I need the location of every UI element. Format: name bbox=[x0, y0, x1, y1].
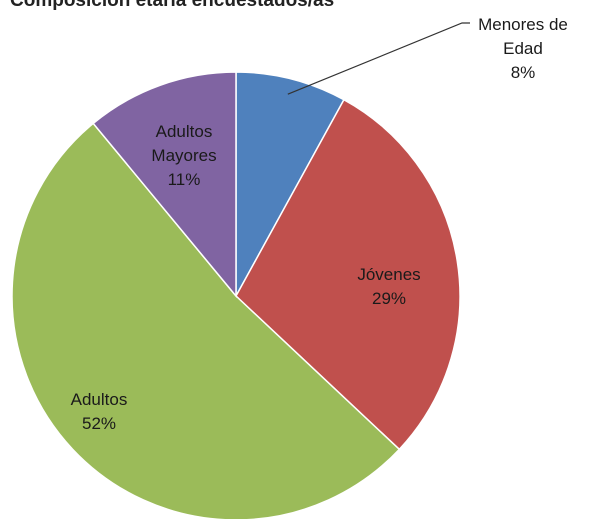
pie-slice-jovenes bbox=[235, 98, 461, 451]
slice-label-line: Adultos bbox=[156, 122, 213, 141]
slice-label-line: 29% bbox=[372, 289, 406, 308]
leader-lines bbox=[287, 22, 470, 95]
slice-label: Jóvenes 29% bbox=[357, 265, 420, 308]
pie-slice-adultos-mayores bbox=[92, 71, 237, 299]
leader-line bbox=[287, 22, 470, 95]
pie-slices bbox=[11, 71, 461, 519]
pie-slice-menores-de-edad bbox=[235, 71, 345, 297]
slice-labels: Menores de Edad 8%Jóvenes 29%Adultos 52%Adul… bbox=[71, 15, 568, 433]
slice-label-line: Adultos bbox=[71, 390, 128, 409]
slice-label: Menores de Edad 8% bbox=[478, 15, 568, 82]
slice-label-line: Mayores bbox=[151, 146, 216, 165]
slice-label-line: Edad bbox=[503, 39, 543, 58]
pie-slice-adultos bbox=[11, 122, 401, 519]
chart-title: Composición etaria encuestados/as bbox=[10, 0, 335, 11]
slice-label: Adultos 52% bbox=[71, 390, 128, 433]
slice-label-line: Jóvenes bbox=[357, 265, 420, 284]
slice-label-line: 11% bbox=[168, 170, 201, 189]
slice-label: Adultos Mayores 11% bbox=[151, 122, 216, 189]
slice-label-line: Menores de bbox=[478, 15, 568, 34]
slice-label-line: 8% bbox=[511, 63, 536, 82]
slice-label-line: 52% bbox=[82, 414, 116, 433]
